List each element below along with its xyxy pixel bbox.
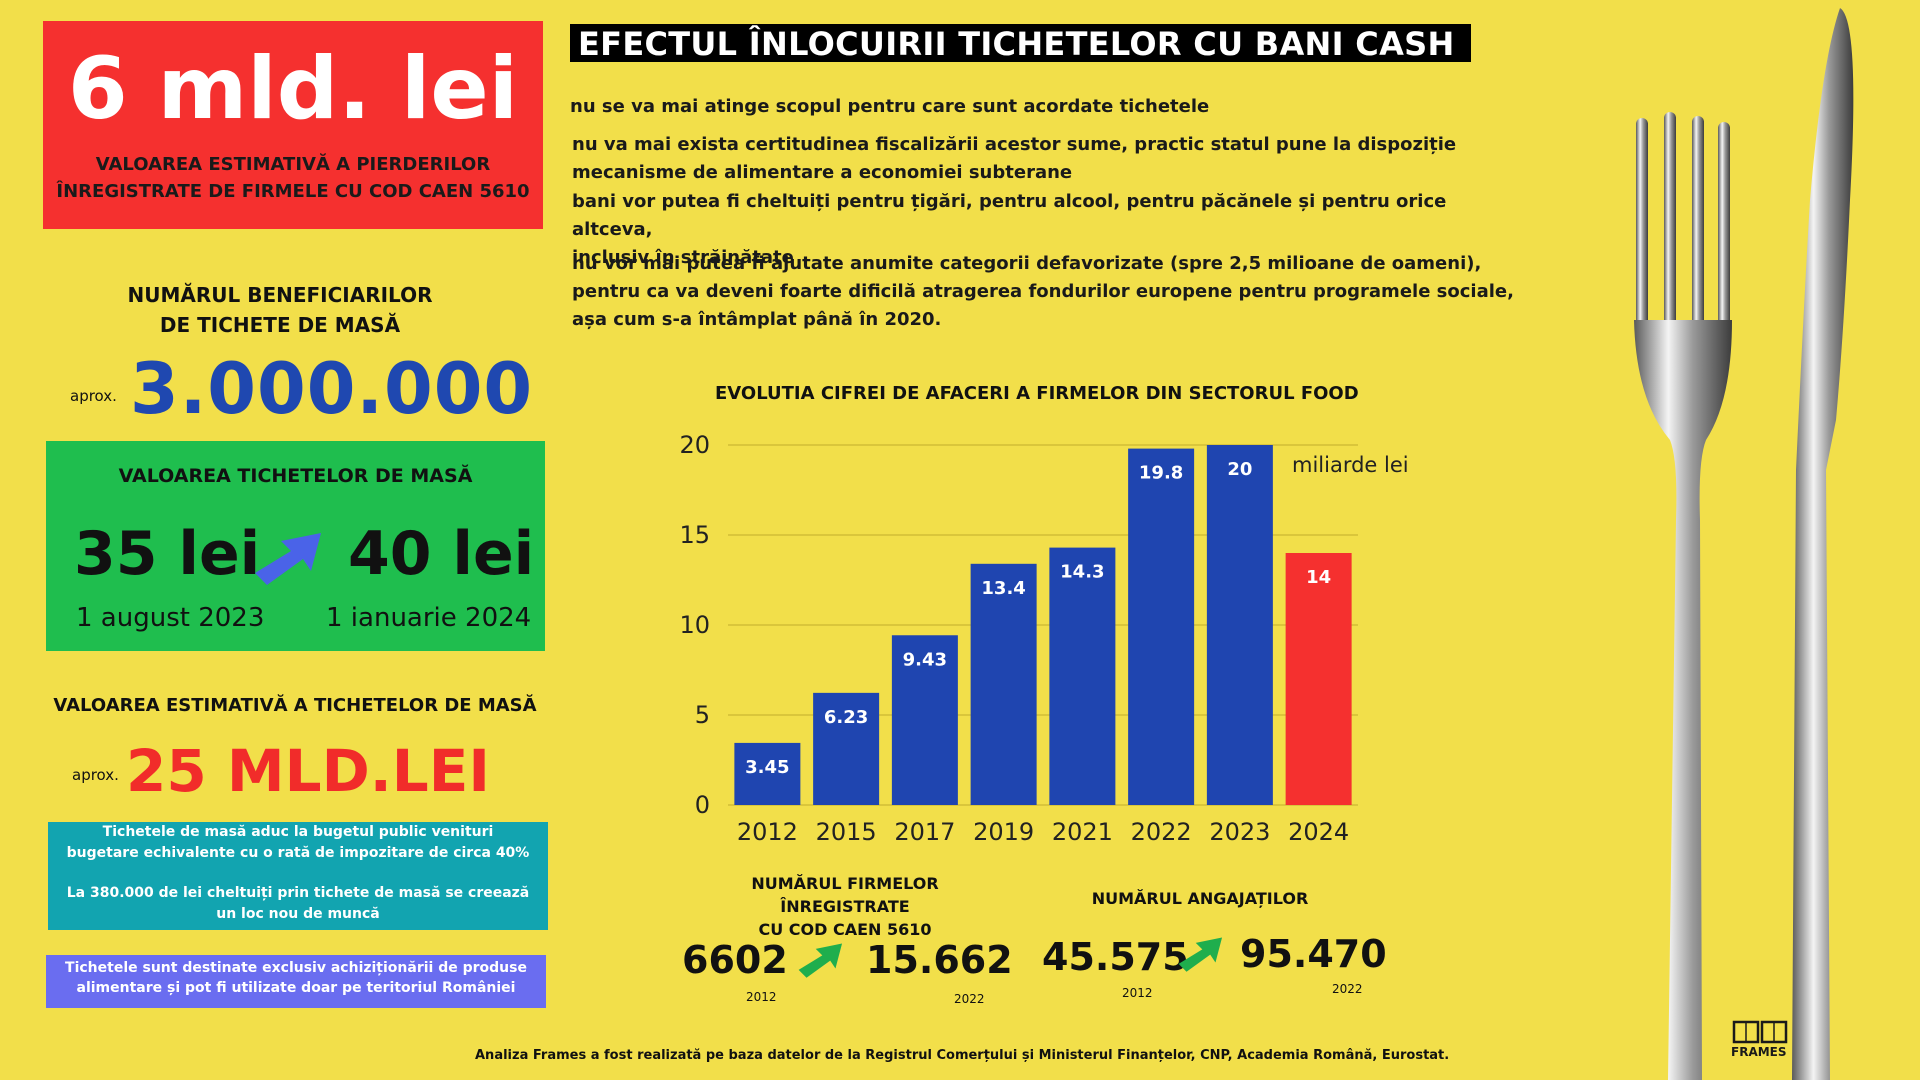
loss-panel: 6 mld. lei VALOAREA ESTIMATIVĂ A PIERDER…: [43, 21, 543, 229]
loss-label-line2: ÎNREGISTRATE DE FIRMELE CU COD CAEN 5610: [56, 181, 530, 202]
firms-stat-title-line1: NUMĂRUL FIRMELOR ÎNREGISTRATE: [751, 874, 939, 916]
bar-value-label: 14: [1306, 567, 1331, 588]
beneficiaries-prefix: aprox.: [70, 387, 117, 405]
effect-item: nu se va mai atinge scopul pentru care s…: [570, 96, 1210, 117]
estimated-value-prefix: aprox.: [72, 766, 119, 784]
budget-note-line1: Tichetele de masă aduc la bugetul public…: [102, 824, 494, 840]
y-tick-label: 15: [679, 521, 710, 549]
x-tick-label: 2015: [816, 818, 877, 846]
loss-label: VALOAREA ESTIMATIVĂ A PIERDERILOR ÎNREGI…: [43, 151, 543, 205]
bar: [1128, 448, 1195, 805]
x-tick-label: 2021: [1052, 818, 1113, 846]
effect-line: inclusiv în străinătate: [572, 247, 794, 268]
budget-note-panel: Tichetele de masă aduc la bugetul public…: [48, 822, 548, 930]
bar: [1285, 553, 1352, 805]
bar-value-label: 20: [1227, 459, 1252, 480]
jobs-note-line1: La 380.000 de lei cheltuiți prin tichete…: [66, 885, 530, 901]
x-tick-label: 2023: [1209, 818, 1270, 846]
effect-item: bani vor putea fi cheltuiți pentru țigăr…: [572, 188, 1532, 272]
y-tick-label: 20: [679, 431, 710, 459]
bar-value-label: 3.45: [745, 757, 789, 778]
y-tick-label: 5: [695, 701, 710, 729]
firms-from-year: 2012: [746, 990, 777, 1004]
loss-label-line1: VALOAREA ESTIMATIVĂ A PIERDERILOR: [95, 154, 491, 175]
estimated-value-title: VALOAREA ESTIMATIVĂ A TICHETELOR DE MASĂ: [53, 695, 537, 716]
ticket-value-to: 40 lei: [348, 519, 535, 589]
bar-value-label: 9.43: [903, 649, 947, 670]
bar-value-label: 19.8: [1139, 463, 1183, 484]
usage-note-panel: Tichetele sunt destinate exclusiv achizi…: [46, 955, 546, 1008]
estimated-value: 25 MLD.LEI: [126, 737, 490, 805]
usage-note-line1: Tichetele sunt destinate exclusiv achizi…: [65, 960, 527, 976]
up-right-arrow-icon: [1178, 937, 1223, 972]
x-tick-label: 2012: [737, 818, 798, 846]
bar: [1206, 445, 1273, 805]
firms-to-year: 2022: [954, 992, 985, 1006]
headline: EFECTUL ÎNLOCUIRII TICHETELOR CU BANI CA…: [570, 24, 1471, 63]
effect-line: nu va mai exista certitudinea fiscalizăr…: [572, 134, 1457, 155]
employees-to-value: 95.470: [1240, 932, 1387, 976]
frames-logo-text: FRAMES: [1731, 1045, 1787, 1059]
effect-line: așa cum s-a întâmplat până în 2020.: [572, 309, 942, 330]
firms-from-value: 6602: [682, 938, 788, 982]
bar: [734, 742, 801, 805]
bar-value-label: 14.3: [1060, 562, 1104, 583]
firms-stat-title-line2: CU COD CAEN 5610: [758, 920, 932, 939]
jobs-note-line2: un loc nou de muncă: [216, 906, 380, 922]
bar-value-label: 13.4: [981, 578, 1025, 599]
ticket-value-from: 35 lei: [74, 519, 261, 589]
employees-from-value: 45.575: [1042, 935, 1189, 979]
y-tick-label: 0: [695, 791, 710, 819]
effect-line: mecanisme de alimentare a economiei subt…: [572, 162, 1073, 183]
firms-to-value: 15.662: [866, 938, 1013, 982]
beneficiaries-value: 3.000.000: [130, 348, 534, 430]
chart-title: EVOLUTIA CIFREI DE AFACERI A FIRMELOR DI…: [715, 383, 1359, 404]
effect-line: nu vor mai putea fi ajutate anumite cate…: [572, 253, 1482, 274]
employees-from-year: 2012: [1122, 986, 1153, 1000]
beneficiaries-title: NUMĂRUL BENEFICIARILOR DE TICHETE DE MAS…: [60, 280, 500, 340]
ticket-value-title: VALOAREA TICHETELOR DE MASĂ: [118, 465, 473, 487]
ticket-value-from-date: 1 august 2023: [76, 603, 265, 633]
effect-item: nu vor mai putea fi ajutate anumite cate…: [572, 250, 1532, 334]
loss-value: 6 mld. lei: [67, 39, 519, 139]
knife-icon: [1792, 8, 1854, 1080]
ticket-value-panel: VALOAREA TICHETELOR DE MASĂ 35 lei 40 le…: [46, 441, 545, 651]
up-right-arrow-icon: [255, 533, 321, 585]
ticket-value-to-date: 1 ianuarie 2024: [326, 603, 532, 633]
bar: [970, 563, 1037, 805]
x-tick-label: 2017: [894, 818, 955, 846]
effect-item: nu va mai exista certitudinea fiscalizăr…: [572, 131, 1532, 187]
employees-to-year: 2022: [1332, 982, 1363, 996]
y-tick-label: 10: [679, 611, 710, 639]
x-tick-label: 2024: [1288, 818, 1349, 846]
bar: [891, 635, 958, 805]
bar: [813, 692, 880, 805]
usage-note-line2: alimentare și pot fi utilizate doar pe t…: [76, 980, 516, 996]
firms-stat-title: NUMĂRUL FIRMELOR ÎNREGISTRATE CU COD CAE…: [690, 872, 1000, 941]
effect-line: pentru ca va deveni foarte dificilă atra…: [572, 281, 1514, 302]
frames-logo-icon: [1732, 1020, 1788, 1044]
bar-value-label: 6.23: [824, 707, 868, 728]
unit-label: miliarde lei: [1292, 453, 1409, 477]
turnover-bar-chart: 051015203.4520126.2320159.43201713.42019…: [679, 431, 1409, 846]
beneficiaries-title-line1: NUMĂRUL BENEFICIARILOR: [127, 283, 433, 307]
beneficiaries-title-line2: DE TICHETE DE MASĂ: [159, 313, 401, 337]
cutlery-illustration: [1634, 8, 1854, 1080]
x-tick-label: 2022: [1131, 818, 1192, 846]
effect-line: bani vor putea fi cheltuiți pentru țigăr…: [572, 191, 1447, 240]
up-right-arrow-icon: [798, 943, 843, 978]
fork-icon: [1634, 112, 1732, 1080]
source-footer: Analiza Frames a fost realizată pe baza …: [475, 1048, 1450, 1063]
budget-note-line2: bugetare echivalente cu o rată de impozi…: [66, 845, 530, 861]
x-tick-label: 2019: [973, 818, 1034, 846]
bar: [1049, 547, 1116, 805]
employees-stat-title: NUMĂRUL ANGAJAȚILOR: [1091, 889, 1309, 908]
